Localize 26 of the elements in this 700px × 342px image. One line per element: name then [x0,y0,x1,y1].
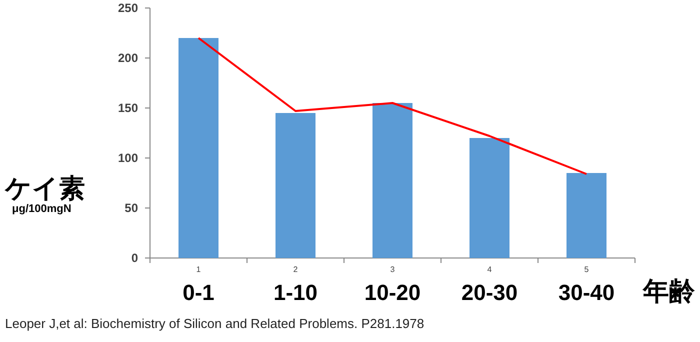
y-tick-label: 200 [118,51,138,65]
text: Leoper J,et al: Biochemistry of Silicon and Related Problems. P281.1978 [5,316,424,331]
x-tick-label: 1-10 [273,280,318,305]
y-tick-label: 150 [118,101,138,115]
x-axis-title: 年齢 [642,276,696,306]
x-tick-label: 0-1 [182,280,214,305]
text: 1 [196,265,202,274]
y-tick-label: 100 [118,151,138,165]
y-tick-label: 50 [124,201,138,215]
bar [470,138,510,258]
line-series [198,37,588,175]
text: 3 [390,265,396,274]
text: 4 [487,265,492,274]
bar [372,103,412,258]
x-tick-label: 30-40 [558,280,615,305]
x-tick-label: 10-20 [364,280,421,305]
y-tick-label: 0 [131,251,138,265]
bar [178,38,218,258]
bar [276,113,316,258]
y-tick-label: 250 [118,1,138,15]
text: μg/100mgN [12,203,72,215]
y-axis-title: ケイ素 [4,173,85,203]
x-tick-label: 20-30 [461,280,518,305]
text: 5 [584,265,590,274]
bar [566,173,606,258]
text: 2 [293,265,298,274]
